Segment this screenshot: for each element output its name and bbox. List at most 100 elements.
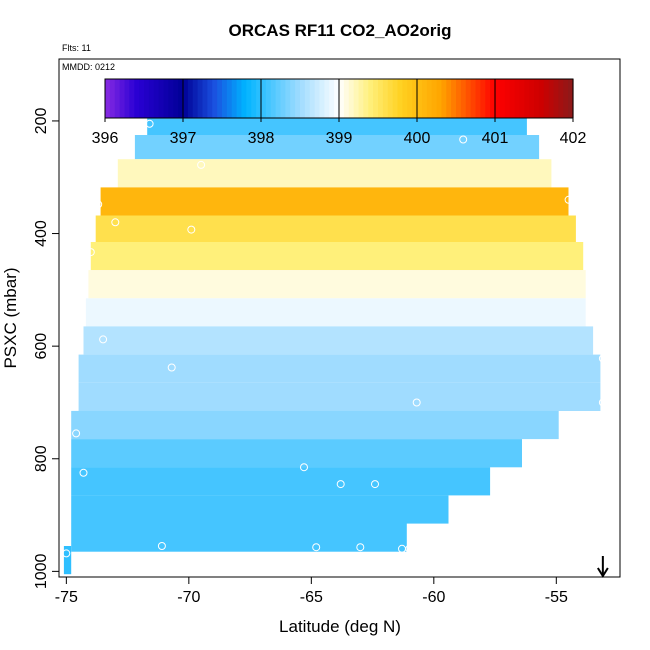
colorbar-cell xyxy=(456,79,462,118)
colorbar-cell xyxy=(134,79,140,118)
colorbar-cell xyxy=(329,79,335,118)
colorbar-cell xyxy=(202,79,208,118)
data-band xyxy=(88,270,586,299)
plot-frame xyxy=(58,58,621,578)
colorbar-cell xyxy=(324,79,330,118)
colorbar-cell xyxy=(480,79,486,118)
data-band xyxy=(134,135,540,160)
colorbar-tick-label: 398 xyxy=(248,130,275,147)
colorbar-cell xyxy=(470,79,477,118)
colorbar-cell xyxy=(275,79,282,118)
colorbar-cell xyxy=(334,79,340,118)
sample-point xyxy=(197,160,206,169)
data-band xyxy=(95,215,576,242)
x-axis: -75 -70 -65 -60 -55 xyxy=(55,577,568,606)
data-band xyxy=(90,242,584,271)
data-band xyxy=(83,326,594,355)
sample-point xyxy=(459,135,468,144)
colorbar-cell xyxy=(129,79,135,118)
arrow-head xyxy=(597,567,609,578)
colorbar-cell xyxy=(451,79,457,118)
colorbar-cell xyxy=(548,79,555,118)
data-band xyxy=(78,354,601,383)
colorbar-cell xyxy=(407,79,413,118)
colorbar-cell xyxy=(509,79,516,118)
colorbar-cell xyxy=(231,79,238,118)
colorbar-cell xyxy=(265,79,272,118)
colorbar-cell xyxy=(285,79,291,118)
colorbar: 396 397 398 399 400 401 402 xyxy=(92,78,586,147)
colorbar-cell xyxy=(114,79,121,118)
colorbar-cell xyxy=(270,79,277,118)
data-band xyxy=(117,159,552,188)
colorbar-cell xyxy=(446,79,452,118)
arrow-icon xyxy=(597,556,609,578)
colorbar-cell xyxy=(392,79,399,118)
colorbar-cell xyxy=(192,79,199,118)
colorbar-cell xyxy=(124,79,130,118)
x-axis-label: Latitude (deg N) xyxy=(279,617,401,636)
colorbar-tick-label: 400 xyxy=(404,130,431,147)
colorbar-cell xyxy=(558,79,564,118)
x-tick-label: -65 xyxy=(300,589,323,606)
sample-point xyxy=(157,542,166,550)
colorbar-cell xyxy=(139,79,145,118)
colorbar-cell xyxy=(382,79,389,118)
colorbar-cell xyxy=(153,79,160,118)
colorbar-cell xyxy=(309,79,316,118)
colorbar-cell xyxy=(465,79,472,118)
colorbar-tick-label: 401 xyxy=(482,130,509,147)
colorbar-cell xyxy=(421,79,428,118)
sample-point xyxy=(111,218,120,227)
y-axis: 200 400 600 800 1000 xyxy=(33,107,59,589)
colorbar-cell xyxy=(397,79,403,118)
sample-point xyxy=(145,119,154,128)
colorbar-cell xyxy=(514,79,520,118)
colorbar-cell xyxy=(460,79,467,118)
colorbar-cell xyxy=(412,79,418,118)
colorbar-cell xyxy=(319,79,325,118)
colorbar-cell xyxy=(529,79,535,118)
colorbar-cell xyxy=(431,79,438,118)
data-band xyxy=(71,410,559,440)
x-tick-label: -75 xyxy=(55,589,78,606)
colorbar-cell xyxy=(187,79,194,118)
sample-point xyxy=(62,549,71,558)
colorbar-cell xyxy=(358,79,364,118)
colorbar-cell xyxy=(363,79,369,118)
colorbar-cell xyxy=(109,79,116,118)
colorbar-cell xyxy=(163,79,169,118)
colorbar-cell xyxy=(534,79,540,118)
colorbar-cell xyxy=(236,79,243,118)
sample-point xyxy=(312,543,321,552)
plot-area xyxy=(62,105,607,575)
sample-point xyxy=(405,544,414,553)
colorbar-cell xyxy=(441,79,447,118)
sample-point xyxy=(72,429,81,438)
data-band xyxy=(63,546,72,575)
colorbar-cell xyxy=(168,79,174,118)
colorbar-cell xyxy=(148,79,155,118)
x-tick-label: -55 xyxy=(545,589,568,606)
sample-point xyxy=(371,480,379,489)
colorbar-cell xyxy=(300,79,306,118)
colorbar-cell xyxy=(144,79,150,118)
colorbar-cell xyxy=(436,79,442,118)
colorbar-cell xyxy=(519,79,525,118)
colorbar-cell xyxy=(314,79,321,118)
x-tick-label: -70 xyxy=(177,589,200,606)
y-tick-label: 1000 xyxy=(33,553,50,589)
data-band xyxy=(85,298,586,327)
chart-title: ORCAS RF11 CO2_AO2orig xyxy=(229,21,452,40)
flights-label: Flts: 11 xyxy=(62,43,91,53)
y-tick-label: 200 xyxy=(33,107,50,134)
colorbar-cell xyxy=(241,79,247,118)
colorbar-cell xyxy=(499,79,506,118)
colorbar-cell xyxy=(524,79,530,118)
data-band xyxy=(71,523,407,552)
sample-point xyxy=(356,543,365,552)
data-band xyxy=(71,467,491,496)
colorbar-cell xyxy=(417,79,423,118)
colorbar-tick-label: 397 xyxy=(170,130,197,147)
